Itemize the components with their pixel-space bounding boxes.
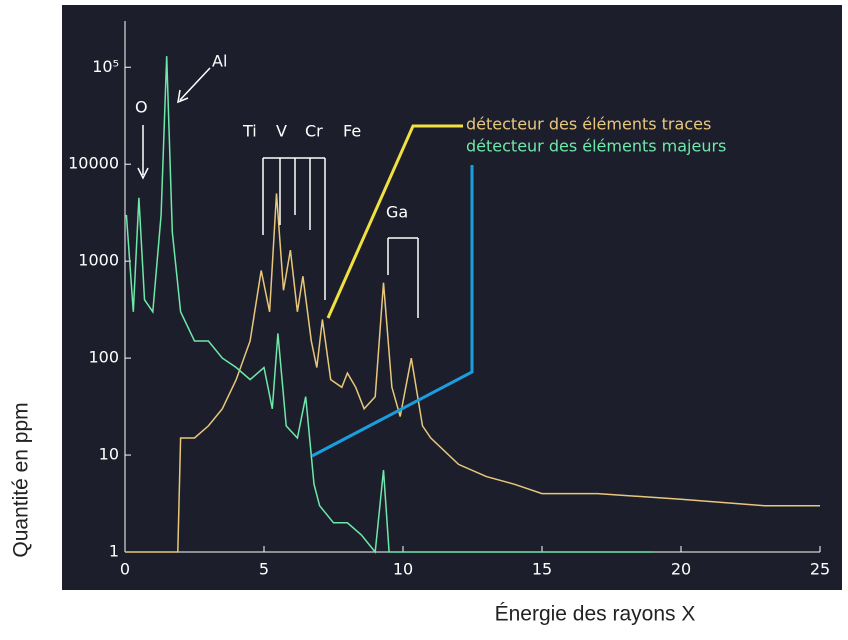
- annotation: V: [276, 122, 287, 141]
- annotation: Ti: [242, 122, 257, 141]
- annotation: O: [135, 98, 148, 117]
- x-tick-label: 5: [259, 560, 269, 579]
- annotation: Fe: [343, 122, 361, 141]
- y-tick-label: 100: [88, 348, 119, 367]
- y-axis-label: Quantité en ppm: [10, 402, 33, 557]
- annotations: [137, 67, 419, 318]
- marks: [124, 21, 821, 554]
- arrow: [137, 125, 149, 180]
- x-tick-label: 15: [532, 560, 552, 579]
- annotation: Cr: [305, 122, 323, 141]
- arrow: [326, 124, 463, 319]
- arrow: [311, 165, 474, 458]
- x-tick-label: 0: [120, 560, 130, 579]
- y-tick-label: 1000: [78, 251, 119, 270]
- plot-panel: [62, 5, 842, 590]
- y-tick-label: 10000: [68, 154, 119, 173]
- arrow: [387, 237, 419, 318]
- annotation: Ga: [386, 203, 408, 222]
- pointers: [311, 124, 474, 458]
- x-tick-label: 25: [810, 560, 830, 579]
- series-line: [125, 56, 654, 554]
- x-tick-label: 10: [393, 560, 413, 579]
- legend-label: détecteur des éléments majeurs: [466, 137, 726, 156]
- arrow: [177, 67, 211, 104]
- annotation: Al: [212, 52, 227, 71]
- y-tick-label: 10⁵: [92, 57, 119, 76]
- y-tick-label: 1: [109, 542, 119, 561]
- x-tick-label: 20: [671, 560, 691, 579]
- legend-label: détecteur des éléments traces: [466, 115, 711, 134]
- series-line: [125, 193, 820, 553]
- y-tick-label: 10: [99, 445, 119, 464]
- x-axis-label: Énergie des rayons X: [495, 603, 696, 626]
- arrow: [262, 157, 326, 300]
